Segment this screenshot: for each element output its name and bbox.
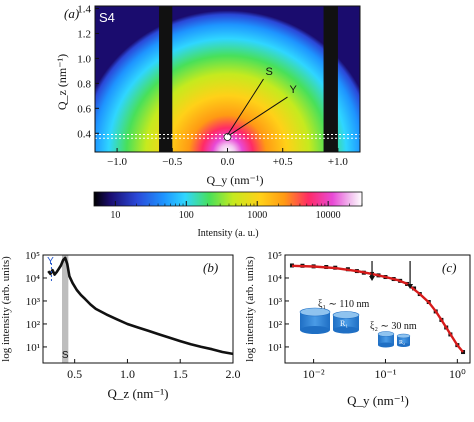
c-ytick-label-1: 10² xyxy=(268,319,283,331)
b-ytick-label-3: 10⁴ xyxy=(25,273,40,285)
c-xtick-label-2: 10⁰ xyxy=(449,367,466,381)
cylinder-small-pair xyxy=(377,331,411,348)
panel-a-peak-labels: SY xyxy=(223,66,298,141)
peak-s-label: S xyxy=(62,350,69,361)
panel-a-axes: −1.0 −0.5 0.0 +0.5 +1.0 0.4 0.6 0.8 1.0 1.2 1.4 xyxy=(77,3,348,168)
arrow-head-2 xyxy=(407,284,414,289)
data-point xyxy=(289,263,294,268)
c-ytick-label-4: 10⁵ xyxy=(267,250,282,262)
colorbar-ticks: 10 100 1000 10000 xyxy=(110,201,363,221)
b-xtick-label-2: 1.5 xyxy=(173,367,188,381)
panel-c-arrows xyxy=(369,261,414,289)
panel-a-xlabel: Q_y (nm⁻¹) xyxy=(207,173,264,187)
c-ytick-label-0: 10¹ xyxy=(268,342,282,354)
peak-y-label: Y xyxy=(47,256,54,267)
arrow-head-1 xyxy=(369,276,376,281)
a-ytick-label-4: 1.2 xyxy=(77,28,91,40)
a-xtick-label-2: 0.0 xyxy=(221,156,235,168)
c-xtick-label-0: 10⁻² xyxy=(303,367,325,381)
annotation-xi1: ξ₁ ∼ 110 nm xyxy=(318,299,369,310)
a-ytick-label-3: 1.0 xyxy=(77,53,91,65)
peak-pointer-y xyxy=(229,96,288,136)
c-xtick-label-1: 10⁻¹ xyxy=(375,367,397,381)
annotation-r1: R₁ xyxy=(340,319,348,328)
peak-marker xyxy=(223,133,232,141)
a-ytick-label-2: 0.8 xyxy=(77,78,91,90)
beamstop-group xyxy=(159,6,338,152)
a-xtick-label-0: −1.0 xyxy=(107,156,127,168)
panel-b-frame xyxy=(42,254,234,364)
panel-b-axes: 0.5 1.0 1.5 2.0 10¹ 10² 10³ 10⁴ 10⁵ xyxy=(25,250,240,381)
cbar-tick-label-2: 1000 xyxy=(247,210,267,221)
panel-b-peak-labels: YS xyxy=(47,256,69,361)
a-xtick-label-3: +0.5 xyxy=(273,156,293,168)
b-ytick-label-1: 10² xyxy=(26,319,41,331)
cylinder-small-right xyxy=(396,333,411,347)
a-xtick-label-4: +1.0 xyxy=(328,156,348,168)
b-xtick-label-1: 1.0 xyxy=(120,367,135,381)
cylinder-large-right xyxy=(332,311,360,334)
c-ytick-label-3: 10⁴ xyxy=(267,273,282,285)
fit-line xyxy=(291,264,464,353)
panel-b-label: (b) xyxy=(203,260,218,275)
panel-b-xlabel: Q_z (nm⁻¹) xyxy=(108,386,169,401)
cbar-tick-label-1: 100 xyxy=(179,210,194,221)
peak-label-y: Y xyxy=(290,84,298,96)
data-point xyxy=(461,350,466,355)
b-ytick-label-0: 10¹ xyxy=(26,342,40,354)
panel-a-heat-field xyxy=(95,6,360,152)
panel-b-series-line xyxy=(47,256,234,356)
a-ytick-label-1: 0.6 xyxy=(77,103,91,115)
b-ytick-label-4: 10⁵ xyxy=(25,250,40,262)
sample-label: S4 xyxy=(99,10,115,25)
cbar-tick-label-3: 10000 xyxy=(316,210,341,221)
colorbar: 10 100 1000 10000 Intensity (a. u.) xyxy=(93,191,363,239)
peak-pointer-s xyxy=(227,78,264,136)
a-ytick-label-5: 1.4 xyxy=(77,3,91,15)
colorbar-label: Intensity (a. u.) xyxy=(197,228,258,239)
b-xtick-label-3: 2.0 xyxy=(226,367,241,381)
panel-c: 10⁻² 10⁻¹ 10⁰ 10¹ 10² 10³ 10⁴ 10⁵ xyxy=(244,250,471,408)
colorbar-gradient xyxy=(93,191,363,207)
panel-b-data xyxy=(47,256,234,356)
cylinder-large-left xyxy=(299,307,331,334)
panel-c-xlabel: Q_y (nm⁻¹) xyxy=(347,393,409,408)
panel-a-label: (a) xyxy=(64,6,79,21)
panel-c-ylabel: log intensity (arb. units) xyxy=(244,256,256,362)
panel-a: (a) S4 −1.0 −0.5 0.0 +0.5 +1.0 0.4 0.6 0.8 1.0 1.… xyxy=(55,3,361,187)
cylinder-large-pair xyxy=(299,307,360,334)
b-xtick-label-0: 0.5 xyxy=(67,367,82,381)
a-ytick-label-0: 0.4 xyxy=(77,128,91,140)
beamstop-1 xyxy=(159,6,173,152)
c-ytick-label-2: 10³ xyxy=(268,296,283,308)
panel-b-band xyxy=(62,255,69,363)
panel-c-frame xyxy=(284,254,471,364)
cylinder-small-left xyxy=(377,331,395,348)
panel-a-ylabel: Q_z (nm⁻¹) xyxy=(55,54,69,110)
annotation-r2: R₂ xyxy=(399,340,405,346)
b-ytick-label-2: 10³ xyxy=(26,296,41,308)
panel-c-label: (c) xyxy=(442,260,456,275)
panel-c-axes: 10⁻² 10⁻¹ 10⁰ 10¹ 10² 10³ 10⁴ 10⁵ xyxy=(267,250,466,381)
beamstop-2 xyxy=(323,6,338,152)
panel-b-ylabel: log intensity (arb. units) xyxy=(0,256,12,362)
annotation-xi2: ξ₂ ∼ 30 nm xyxy=(370,321,417,332)
a-xtick-label-1: −0.5 xyxy=(162,156,182,168)
cbar-tick-label-0: 10 xyxy=(110,210,120,221)
peak-label-s: S xyxy=(266,66,273,78)
